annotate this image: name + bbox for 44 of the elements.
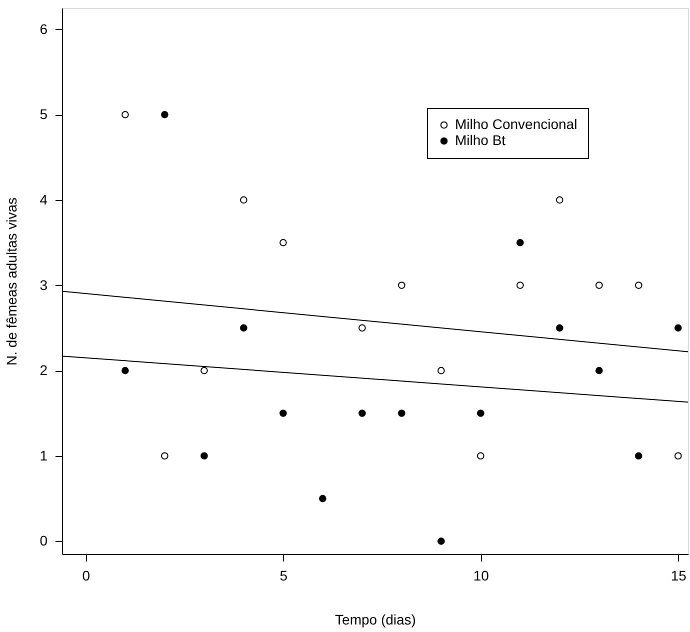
point xyxy=(280,410,287,417)
point xyxy=(476,452,484,460)
point xyxy=(516,282,524,289)
point xyxy=(595,366,603,374)
point xyxy=(161,110,168,118)
point xyxy=(358,410,366,417)
point xyxy=(516,238,524,246)
point xyxy=(200,452,208,460)
point xyxy=(398,282,406,289)
x-tick-label: 0 xyxy=(82,568,90,584)
x-axis-title: Tempo (dias) xyxy=(335,612,416,628)
y-tick-label: 4 xyxy=(40,191,48,208)
point xyxy=(674,452,682,460)
x-tick-label: 15 xyxy=(670,568,687,584)
x-tick-label: 10 xyxy=(473,568,490,584)
x-tick-label: 5 xyxy=(280,568,288,584)
y-tick-label: 3 xyxy=(40,276,48,293)
point xyxy=(634,282,642,289)
y-tick-label: 1 xyxy=(40,447,48,464)
point xyxy=(437,538,445,545)
point xyxy=(200,366,208,374)
point xyxy=(161,452,168,460)
y-tick-label: 2 xyxy=(40,362,48,378)
point xyxy=(240,324,248,332)
point xyxy=(319,494,326,502)
point xyxy=(122,110,129,118)
point xyxy=(674,324,682,332)
point xyxy=(556,324,564,332)
y-tick-label: 5 xyxy=(40,106,48,122)
point xyxy=(358,324,366,332)
point xyxy=(634,452,642,460)
point xyxy=(122,366,129,374)
point xyxy=(595,282,603,289)
y-axis-title: N. de fêmeas adultas vivas xyxy=(4,197,20,366)
point xyxy=(556,196,564,204)
point xyxy=(240,196,248,204)
point xyxy=(437,366,445,374)
point xyxy=(398,410,406,417)
y-tick-label: 0 xyxy=(40,532,48,549)
y-tick-label: 6 xyxy=(40,20,48,37)
point xyxy=(476,410,484,417)
point xyxy=(280,238,287,246)
legend-label: Milho Convencional xyxy=(455,116,578,132)
legend-label: Milho Bt xyxy=(455,132,506,148)
